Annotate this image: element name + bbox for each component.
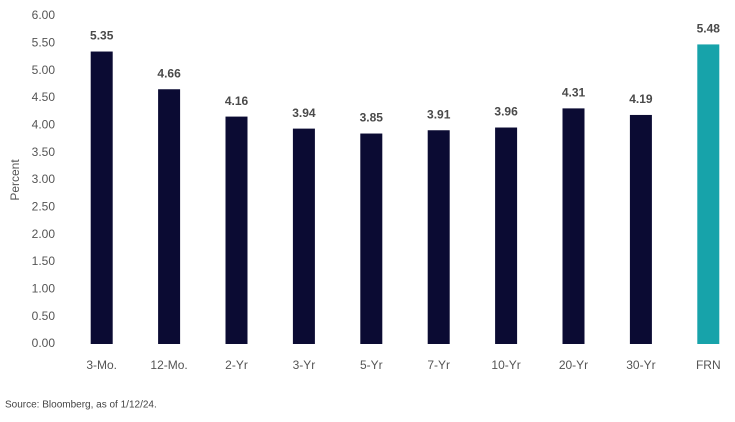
y-tick-label: 1.00 (32, 282, 56, 296)
bar (697, 44, 720, 344)
bar (158, 89, 181, 345)
bar (90, 51, 113, 345)
y-tick-label: 2.00 (32, 227, 56, 241)
x-tick-label: 12-Mo. (150, 358, 187, 372)
value-label: 5.48 (697, 22, 721, 36)
y-axis-label: Percent (8, 159, 22, 201)
y-tick-label: 6.00 (32, 8, 56, 22)
bar (562, 108, 585, 345)
bar (629, 114, 652, 345)
y-tick-label: 0.00 (32, 336, 56, 350)
value-label: 3.85 (360, 111, 384, 125)
y-tick-label: 3.50 (32, 145, 56, 159)
x-tick-label: 5-Yr (360, 358, 383, 372)
x-tick-label: 2-Yr (225, 358, 248, 372)
y-tick-label: 2.50 (32, 200, 56, 214)
bar (225, 116, 248, 344)
y-tick-label: 1.50 (32, 254, 56, 268)
x-tick-label: FRN (696, 358, 721, 372)
value-label: 3.91 (427, 107, 451, 121)
x-tick-label: 10-Yr (491, 358, 520, 372)
value-label: 5.35 (90, 29, 114, 43)
y-tick-label: 3.00 (32, 172, 56, 186)
y-tick-label: 4.00 (32, 118, 56, 132)
value-label: 4.31 (562, 86, 586, 100)
x-tick-label: 30-Yr (626, 358, 655, 372)
x-tick-label: 20-Yr (559, 358, 588, 372)
bar (495, 127, 518, 345)
x-tick-label: 3-Yr (293, 358, 316, 372)
bar (360, 133, 383, 344)
y-tick-label: 0.50 (32, 309, 56, 323)
y-tick-label: 5.50 (32, 36, 56, 50)
x-tick-label: 7-Yr (427, 358, 450, 372)
value-label: 4.19 (629, 92, 653, 106)
value-label: 3.94 (292, 106, 316, 120)
y-tick-label: 5.00 (32, 63, 56, 77)
y-tick-label: 4.50 (32, 90, 56, 104)
x-tick-label: 3-Mo. (86, 358, 117, 372)
value-label: 3.96 (494, 105, 518, 119)
bar (427, 130, 450, 344)
value-label: 4.16 (225, 94, 249, 108)
bar (292, 128, 315, 344)
source-note: Source: Bloomberg, as of 1/12/24. (5, 400, 157, 411)
value-label: 4.66 (157, 66, 181, 80)
